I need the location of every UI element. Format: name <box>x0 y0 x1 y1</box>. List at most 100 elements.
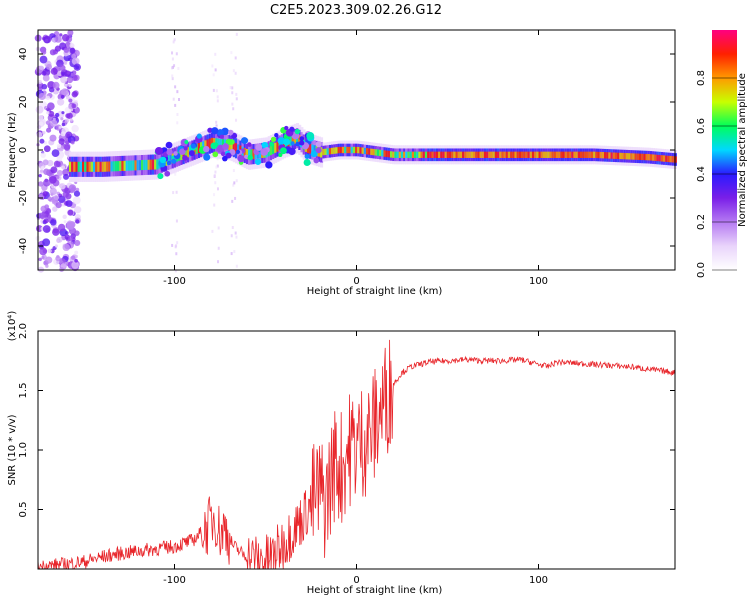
spectrogram-cell <box>328 148 332 155</box>
y-tick-label: 0 <box>18 147 29 153</box>
spectrogram-cell <box>125 160 129 171</box>
spectrogram-cell <box>352 146 356 154</box>
spectrogram-cell <box>420 151 424 158</box>
spectrogram-cell <box>422 151 426 158</box>
spectrogram-cell <box>625 153 629 160</box>
spectrogram-cell <box>66 221 75 230</box>
spectrogram-cell <box>294 128 301 135</box>
spectrogram-cell <box>45 120 51 126</box>
spectrogram-cell <box>173 64 176 68</box>
spectrogram-cell <box>143 159 147 171</box>
spectrogram-cell <box>73 161 77 172</box>
spectrogram-cell <box>159 156 167 164</box>
spectrogram-cell <box>58 125 62 129</box>
spectrogram-cell <box>206 139 210 150</box>
spectrogram-cell <box>214 68 217 72</box>
spectrogram-cell <box>310 150 318 158</box>
spectrogram-cell <box>374 149 378 156</box>
spectrogram-cell <box>149 159 153 170</box>
spectrogram-cell <box>171 77 174 81</box>
spectrogram-cell <box>92 161 96 172</box>
spectrogram-cell <box>42 191 48 197</box>
spectrogram-cell <box>322 148 326 156</box>
spectrogram-cell <box>46 159 54 167</box>
spectrogram-cell <box>470 151 474 158</box>
colorbar-ticks: 0.0 0.2 0.4 0.6 0.8 <box>696 70 737 278</box>
spectrogram-cell <box>69 43 75 49</box>
spectrogram-cell <box>39 138 45 144</box>
spectrogram-cell <box>183 146 188 151</box>
spectrogram-cell <box>74 258 78 263</box>
spectrogram-cell <box>41 83 48 90</box>
spectrogram-cell <box>538 151 542 158</box>
spectrogram-cell <box>647 154 651 161</box>
spectrogram-cell <box>215 89 218 93</box>
spectrogram-cell <box>64 41 71 48</box>
spectrogram-cell <box>175 219 178 223</box>
spectrogram-cell <box>71 261 79 269</box>
spectrogram-cell <box>341 146 345 154</box>
spectrogram-cell <box>214 181 217 185</box>
spectrogram-cell <box>579 151 583 158</box>
spectrogram-cell <box>339 146 343 154</box>
spectrogram-cell <box>324 148 328 155</box>
spectrogram-cell <box>660 155 664 162</box>
spectrogram-cell <box>483 151 487 158</box>
spectrogram-cell <box>47 248 52 254</box>
spectrogram-cell <box>335 147 339 154</box>
spectrogram-cell <box>534 151 538 158</box>
spectrogram-cell <box>50 119 58 127</box>
spectrogram-cell <box>289 135 293 146</box>
spectrogram-cell <box>235 97 238 101</box>
spectrogram-cell <box>61 34 70 42</box>
spectrogram-cell <box>555 151 559 158</box>
snr-panel: -100 0 100 0.5 1.0 1.5 2.0 Height of straight … <box>7 311 676 596</box>
spectrogram-cell <box>174 269 177 273</box>
x-tick-label: 100 <box>529 276 548 287</box>
spectrogram-cell <box>74 230 80 236</box>
spectrogram-cell <box>216 164 219 168</box>
spectrogram-cell <box>156 159 160 170</box>
spectrogram-cell <box>392 151 396 158</box>
spectrogram-cell <box>56 254 60 259</box>
spectrogram-cell <box>62 191 70 198</box>
spectrogram-cell <box>204 140 208 151</box>
spectrogram-cell <box>573 151 577 158</box>
spectrogram-cell <box>182 155 188 161</box>
spectrogram-cell <box>40 166 45 170</box>
spectrogram-cell <box>154 146 163 155</box>
spectrogram-cell <box>215 165 218 169</box>
spectrogram-cell <box>62 243 70 252</box>
x-tick-label: 0 <box>353 276 359 287</box>
spectrogram-cell <box>245 148 249 160</box>
spectrogram-cell <box>61 71 66 76</box>
spectrogram-cell <box>634 153 638 160</box>
colorbar-tick-label: 0.6 <box>696 118 707 134</box>
spectrogram-cell <box>63 220 67 224</box>
spectrogram-cell <box>38 212 45 219</box>
spectrogram-cell <box>177 66 180 70</box>
spectrogram-cell <box>389 151 393 158</box>
spectrogram-cell <box>49 175 57 184</box>
spectrogram-cell <box>542 151 546 158</box>
spectrogram-cell <box>58 138 65 145</box>
spectrogram-cell <box>164 170 171 177</box>
spectrogram-cell <box>258 148 262 159</box>
spectrogram-cell <box>403 151 407 158</box>
spectrogram-cell <box>545 151 549 158</box>
spectrogram-cell <box>231 225 234 229</box>
spectrogram-cell <box>44 204 50 210</box>
spectrogram-cell <box>39 55 48 64</box>
spectrogram-cell <box>250 149 254 160</box>
spectrogram-cell <box>70 255 76 260</box>
spectrogram-cell <box>141 160 145 171</box>
spectrogram-cell <box>453 151 457 158</box>
spectrogram-cell <box>114 161 118 172</box>
spectrogram-cell <box>416 151 420 158</box>
spectrogram-cell <box>66 76 74 84</box>
spectrogram-cell <box>235 264 238 268</box>
snr-series-line <box>37 339 676 570</box>
spectrogram-cell <box>407 151 411 158</box>
spectrogram-cell <box>39 169 44 173</box>
